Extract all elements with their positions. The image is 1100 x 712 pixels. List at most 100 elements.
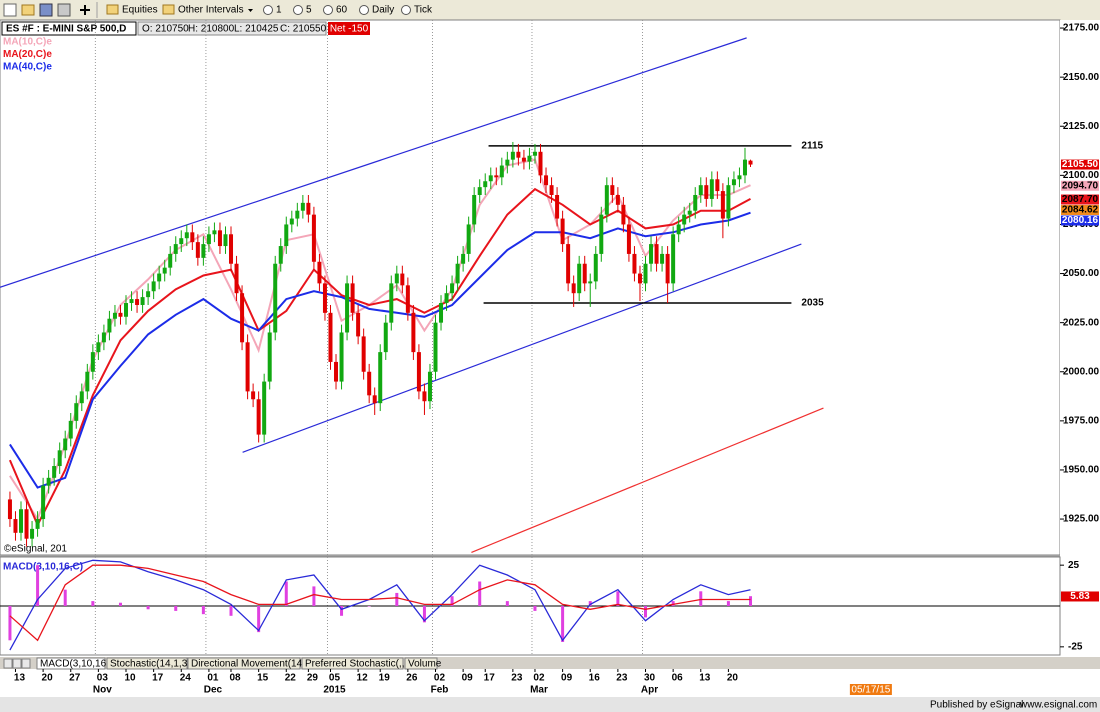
radio[interactable] (293, 5, 303, 15)
date-axis-bg (0, 669, 1100, 697)
candle-body (74, 403, 79, 421)
candle-body (311, 214, 316, 262)
x-tick-label: 27 (69, 673, 81, 684)
cursor-date-box (849, 684, 892, 695)
radio[interactable] (401, 5, 411, 15)
candle-body (317, 261, 322, 284)
candle-body (273, 263, 278, 333)
icon-save[interactable] (39, 3, 53, 17)
radio[interactable] (359, 5, 369, 15)
candle-body (57, 450, 62, 467)
trendline (242, 243, 802, 453)
candle-body (637, 273, 642, 284)
x-tick-label: 13 (699, 673, 711, 684)
candle-body (687, 210, 692, 215)
toolbar-label[interactable]: Tick (414, 5, 433, 16)
icon-print[interactable] (57, 3, 71, 17)
net-change: Net -150 (330, 24, 369, 35)
tab[interactable] (404, 657, 438, 670)
candle-body (538, 151, 543, 176)
tab-label[interactable]: MACD(3,10,16,C) (40, 659, 119, 670)
macd-title: MACD(3,10,16,C) (3, 562, 83, 573)
toolbar-item[interactable]: Other Intervals (162, 4, 253, 16)
tab-label[interactable]: Directional Movement(14,14) (191, 659, 319, 670)
toolbar-label[interactable]: 5 (306, 5, 312, 16)
candle-body (477, 187, 482, 195)
tab[interactable] (301, 657, 404, 670)
candle-body (350, 283, 355, 313)
y-tick-label: -25 (1068, 641, 1083, 652)
price-flag (1061, 159, 1099, 170)
candle-body (124, 303, 129, 317)
radio[interactable] (263, 5, 273, 15)
icon-add[interactable] (80, 5, 90, 15)
toolbar-label[interactable]: Daily (372, 5, 394, 16)
candle-body (427, 371, 432, 402)
candle-body (604, 185, 609, 215)
tab[interactable] (106, 657, 188, 670)
histogram-bar (644, 606, 648, 618)
tab-label[interactable]: Stochastic(14,1,3) (110, 659, 191, 670)
toolbar-label[interactable]: 60 (336, 5, 348, 16)
x-tick-label: 24 (180, 673, 192, 684)
x-tick-label: 30 (644, 673, 656, 684)
month-label: Nov (93, 685, 112, 696)
month-label: Dec (204, 685, 223, 696)
toolbar-item[interactable]: Daily (359, 5, 395, 16)
tab[interactable] (187, 657, 301, 670)
candle-body (168, 253, 173, 268)
candle-body (444, 293, 449, 304)
icon-open[interactable] (21, 4, 35, 16)
icon-new[interactable] (3, 3, 17, 17)
candle-body (405, 285, 410, 313)
toolbar-label[interactable]: Other Intervals (178, 5, 244, 16)
candle-body (472, 194, 477, 225)
tab-label[interactable]: Preferred Stochastic(,,) (305, 659, 408, 670)
candle-body (378, 352, 383, 404)
candle-body (665, 253, 670, 284)
month-label: Mar (530, 685, 548, 696)
footer-url: www.esignal.com (1019, 700, 1097, 711)
y-tick-label: 2050.00 (1063, 268, 1100, 279)
candle-body (284, 224, 289, 247)
candle-body (505, 159, 510, 166)
histogram-bar (340, 606, 344, 616)
candle-body (400, 273, 405, 286)
x-tick-label: 20 (727, 673, 739, 684)
price-flag (1061, 180, 1099, 191)
candle-body (549, 185, 554, 195)
candle-body (190, 232, 195, 243)
toolbar-item[interactable]: 1 (263, 5, 283, 16)
ohlc-open: O: 210750 (142, 24, 189, 35)
candle-body (372, 395, 377, 404)
pane-divider (0, 555, 1060, 557)
candle-body (439, 303, 444, 323)
macd-line (9, 564, 751, 642)
legend-entry: MA(40,C)e (3, 62, 52, 73)
candle-body (383, 322, 388, 353)
toolbar-label[interactable]: 1 (276, 5, 282, 16)
nav-button[interactable] (21, 658, 31, 669)
histogram-bar (201, 606, 205, 615)
tab-label[interactable]: Volume (408, 659, 442, 670)
toolbar-item[interactable]: Tick (401, 5, 433, 16)
candle-body (433, 322, 438, 372)
toolbar-label[interactable]: Equities (122, 5, 158, 16)
toolbar-item[interactable]: 5 (293, 5, 313, 16)
candle-body (334, 361, 339, 382)
candle-body (588, 281, 593, 284)
toolbar-item[interactable]: 60 (323, 5, 348, 16)
candle-body (52, 466, 57, 478)
nav-button[interactable] (12, 658, 22, 669)
candle-body (356, 312, 361, 337)
y-tick-label: 1950.00 (1063, 465, 1100, 476)
candle-body (90, 352, 95, 372)
candle-body (19, 509, 24, 533)
nav-button[interactable] (3, 658, 13, 669)
histogram-bar (749, 596, 753, 606)
trendline (471, 407, 824, 554)
radio[interactable] (323, 5, 333, 15)
candle-body (256, 399, 261, 435)
histogram-bar (505, 601, 509, 606)
candle-body (157, 273, 162, 282)
